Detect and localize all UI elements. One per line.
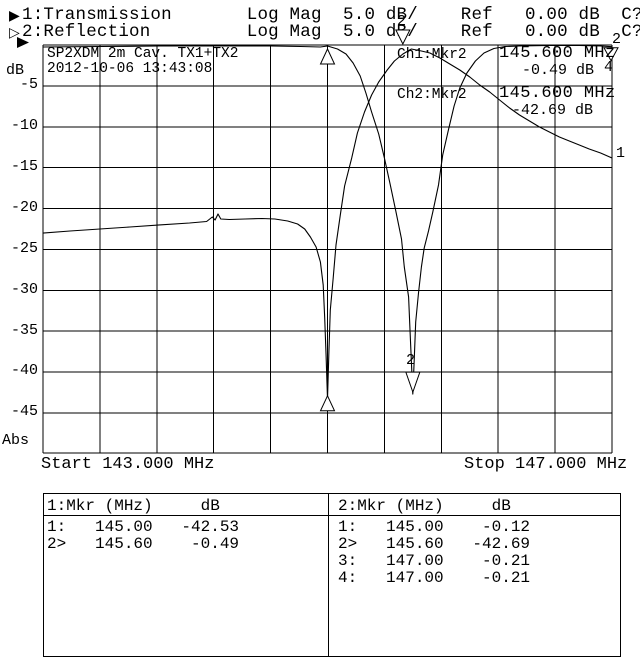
marker-arrow-down-icon [405,371,421,394]
trace2-end-label: 2 [612,31,622,48]
ch1-marker-readout-label: Ch1:Mkr2 [397,47,467,63]
plot-title: SP2XDM 2m Cav. TX1+TX2 [47,46,239,62]
trace1-marker-row: 2> 145.60 -0.49 [47,535,240,553]
marker-triangle-up-icon [319,47,336,65]
marker-table: 1:Mkr (MHz) dB 1: 145.00 -42.53 2> 145.6… [43,493,621,657]
y-tick-label: -35 [10,322,38,339]
trace2-marker-row: 1: 145.00 -0.12 [338,518,531,536]
marker-triangle-up-icon [319,394,336,412]
marker2-label-dip: 2 [406,352,416,369]
y-tick-label: -30 [10,281,38,298]
table-header-separator [44,515,620,516]
plot-timestamp: 2012-10-06 13:43:08 [47,61,213,77]
y-tick-label: -15 [10,158,38,175]
ch2-marker-frequency: 145.600 MHz [499,84,616,103]
trace-transmission [42,48,613,400]
trace2-table-header: 2:Mkr (MHz) dB [338,497,511,515]
table-column-divider [328,494,329,656]
trace1-end-label: 1 [616,145,626,162]
channel2-inactive-icon: ▷ [9,25,20,41]
ref-level-arrow-icon [17,37,29,48]
y-tick-label: -20 [10,199,38,216]
trace2-marker-row: 2> 145.60 -42.69 [338,535,531,553]
trace1-table-header: 1:Mkr (MHz) dB [47,497,220,515]
y-axis-unit-label: dB [6,62,25,79]
x-axis-stop-label: Stop 147.000 MHz [464,455,628,474]
ch2-marker-value: -42.69 dB [512,102,594,119]
y-tick-label: -10 [10,117,38,134]
y-tick-label: -45 [10,403,38,420]
abs-scale-label: Abs [2,432,30,449]
marker2-label-top: 2 [397,13,407,30]
ch1-marker-value: -0.49 dB [522,62,595,79]
marker-triangle-down-icon [395,29,411,46]
trace2-marker-row: 4: 147.00 -0.21 [338,569,531,587]
measurement-plot [17,29,619,454]
x-axis-start-label: Start 143.000 MHz [41,455,215,474]
channel2-header-line: 2:Reflection Log Mag 5.0 dB/ Ref 0.00 dB… [22,22,640,42]
y-tick-label: -25 [10,240,38,257]
y-tick-label: -40 [10,362,38,379]
ch2-marker-readout-label: Ch2:Mkr2 [397,87,467,103]
trace1-marker-row: 1: 145.00 -42.53 [47,518,240,536]
channel1-header-line: 1:Transmission Log Mag 5.0 dB/ Ref 0.00 … [22,5,640,25]
trace2-marker-row: 3: 147.00 -0.21 [338,552,531,570]
marker4-label-right: 4 [604,59,614,76]
marker-triangle-down-icon [603,47,619,62]
y-tick-label: -5 [19,76,38,93]
ch1-marker-frequency: 145.600 MHz [499,44,616,63]
channel1-active-icon: ▶ [9,8,20,24]
